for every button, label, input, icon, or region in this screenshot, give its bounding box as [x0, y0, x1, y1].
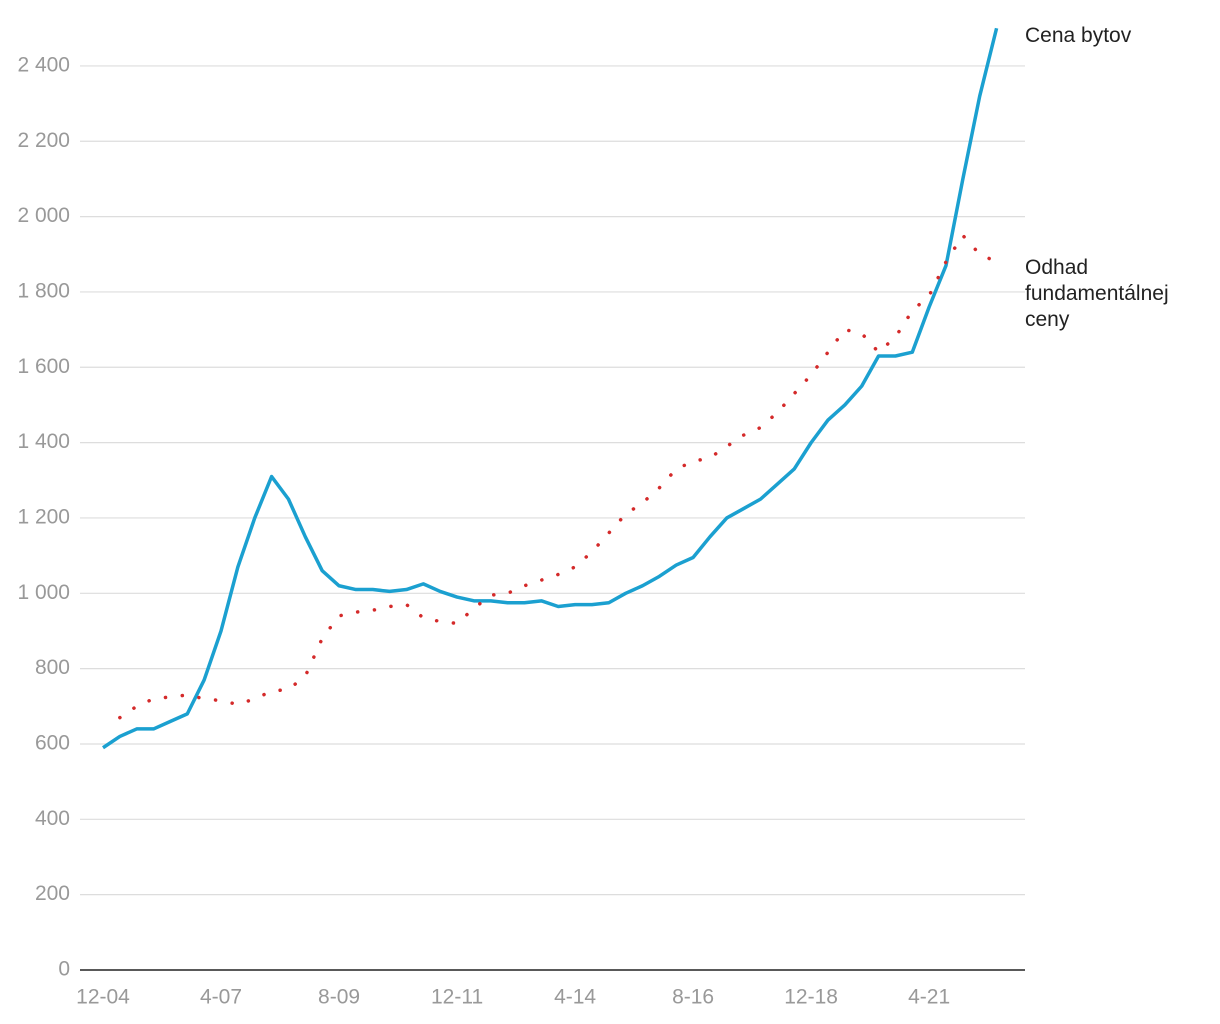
- y-tick-label: 400: [35, 807, 70, 830]
- series-line: [102, 27, 999, 750]
- y-tick-label: 1 000: [17, 581, 70, 604]
- x-tick-label: 12-18: [784, 986, 838, 1009]
- x-tick-label: 8-16: [672, 986, 714, 1009]
- y-tick-label: 1 800: [17, 279, 70, 302]
- series-label: Cena bytov: [1025, 24, 1132, 47]
- x-tick-label: 12-11: [431, 986, 483, 1009]
- x-tick-label: 12-04: [76, 986, 130, 1009]
- y-tick-label: 2 400: [17, 53, 70, 76]
- y-tick-label: 0: [58, 958, 70, 981]
- x-tick-label: 4-14: [554, 986, 596, 1009]
- series-label: Odhad fundamentálnej ceny: [1025, 256, 1169, 331]
- y-tick-label: 600: [35, 732, 70, 755]
- x-tick-label: 8-09: [318, 986, 360, 1009]
- x-tick-label: 4-07: [200, 986, 242, 1009]
- y-tick-label: 800: [35, 656, 70, 679]
- y-tick-label: 1 600: [17, 355, 70, 378]
- y-tick-label: 2 000: [17, 204, 70, 227]
- y-tick-label: 1 200: [17, 506, 70, 529]
- x-tick-label: 4-21: [908, 986, 950, 1009]
- y-tick-label: 200: [35, 882, 70, 905]
- series-line: [118, 233, 999, 720]
- y-tick-label: 2 200: [17, 129, 70, 152]
- y-tick-label: 1 400: [17, 430, 70, 453]
